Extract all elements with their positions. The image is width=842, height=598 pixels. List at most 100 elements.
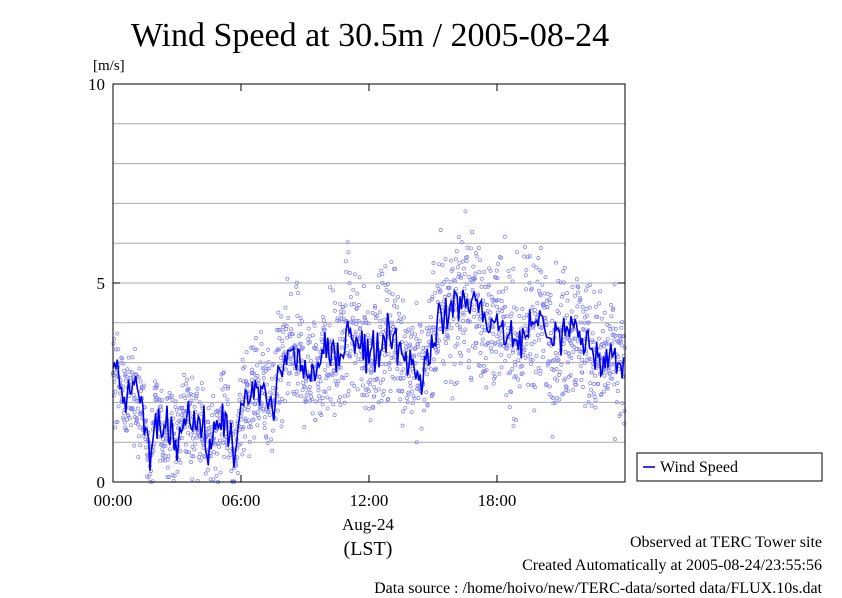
data-point bbox=[474, 254, 479, 259]
data-point bbox=[328, 397, 333, 402]
x-tick-label: 00:00 bbox=[94, 491, 133, 510]
data-point bbox=[245, 407, 250, 412]
data-point bbox=[143, 437, 148, 442]
data-point bbox=[258, 360, 263, 365]
data-point bbox=[144, 418, 149, 423]
data-point bbox=[150, 408, 155, 413]
data-point bbox=[330, 373, 335, 378]
data-point bbox=[169, 411, 174, 416]
data-point bbox=[487, 282, 492, 287]
data-point bbox=[416, 396, 421, 400]
data-point bbox=[586, 400, 591, 405]
data-point bbox=[244, 350, 249, 355]
data-point bbox=[583, 404, 588, 409]
data-point bbox=[339, 309, 343, 314]
data-point bbox=[225, 397, 230, 402]
data-point bbox=[199, 411, 204, 416]
data-point bbox=[265, 440, 270, 445]
data-point bbox=[564, 388, 569, 393]
data-point bbox=[533, 370, 538, 375]
data-point bbox=[300, 345, 305, 350]
data-point bbox=[561, 269, 566, 274]
data-point bbox=[243, 434, 247, 439]
data-point bbox=[621, 334, 626, 338]
data-point bbox=[615, 380, 620, 385]
data-point bbox=[344, 372, 349, 377]
data-point bbox=[205, 419, 210, 424]
data-point bbox=[447, 285, 452, 290]
data-point bbox=[303, 399, 308, 404]
data-point bbox=[484, 385, 489, 390]
data-point bbox=[401, 315, 406, 320]
data-point bbox=[599, 392, 604, 397]
data-point bbox=[465, 255, 470, 259]
data-point bbox=[475, 293, 480, 298]
data-point bbox=[289, 327, 294, 332]
data-point bbox=[547, 297, 551, 302]
data-point bbox=[496, 339, 501, 344]
data-point bbox=[315, 381, 320, 386]
data-point bbox=[219, 377, 223, 382]
data-point bbox=[496, 290, 501, 295]
data-point bbox=[575, 339, 580, 344]
data-point bbox=[588, 381, 593, 386]
data-point bbox=[143, 445, 148, 450]
data-point bbox=[241, 379, 246, 384]
data-point bbox=[461, 312, 466, 317]
data-point bbox=[256, 381, 261, 386]
data-point bbox=[146, 475, 151, 480]
data-point bbox=[513, 374, 518, 379]
data-point bbox=[478, 351, 483, 355]
data-point bbox=[127, 393, 132, 398]
data-point bbox=[582, 360, 587, 365]
data-point bbox=[308, 390, 313, 395]
data-point bbox=[422, 397, 427, 402]
data-point bbox=[195, 386, 200, 391]
data-point bbox=[406, 327, 411, 332]
data-point bbox=[571, 349, 576, 354]
data-point bbox=[125, 367, 130, 372]
data-point bbox=[260, 366, 265, 371]
data-point bbox=[609, 362, 614, 367]
data-point bbox=[373, 316, 378, 321]
data-point bbox=[378, 380, 383, 385]
data-point bbox=[429, 367, 434, 372]
data-point bbox=[205, 467, 210, 472]
data-point bbox=[587, 393, 592, 398]
data-point bbox=[597, 301, 602, 306]
data-point bbox=[323, 389, 328, 394]
data-point bbox=[259, 329, 263, 334]
data-point bbox=[371, 405, 376, 410]
data-point bbox=[387, 361, 392, 366]
data-point bbox=[195, 391, 199, 396]
data-point bbox=[354, 318, 359, 323]
data-point bbox=[512, 305, 517, 310]
data-point bbox=[431, 325, 436, 330]
data-point bbox=[280, 419, 285, 424]
data-point bbox=[348, 354, 353, 359]
data-point bbox=[530, 383, 535, 388]
data-point bbox=[283, 305, 288, 310]
data-point bbox=[410, 389, 415, 394]
data-point bbox=[524, 287, 529, 292]
data-point bbox=[244, 384, 249, 389]
data-point bbox=[492, 298, 497, 303]
data-point bbox=[306, 326, 311, 331]
data-point bbox=[589, 403, 594, 408]
data-point bbox=[197, 400, 202, 405]
data-point bbox=[455, 322, 460, 327]
data-point bbox=[562, 266, 567, 270]
data-point bbox=[536, 256, 541, 260]
data-point bbox=[593, 398, 598, 403]
footer-observed: Observed at TERC Tower site bbox=[629, 534, 822, 551]
data-point bbox=[546, 359, 551, 364]
data-point bbox=[335, 316, 340, 321]
data-point bbox=[497, 371, 502, 376]
data-point bbox=[522, 347, 527, 352]
data-point bbox=[511, 266, 516, 271]
data-point bbox=[476, 246, 481, 250]
data-point bbox=[158, 404, 163, 409]
data-point bbox=[320, 331, 325, 336]
data-point bbox=[381, 377, 386, 382]
data-point bbox=[412, 396, 417, 401]
